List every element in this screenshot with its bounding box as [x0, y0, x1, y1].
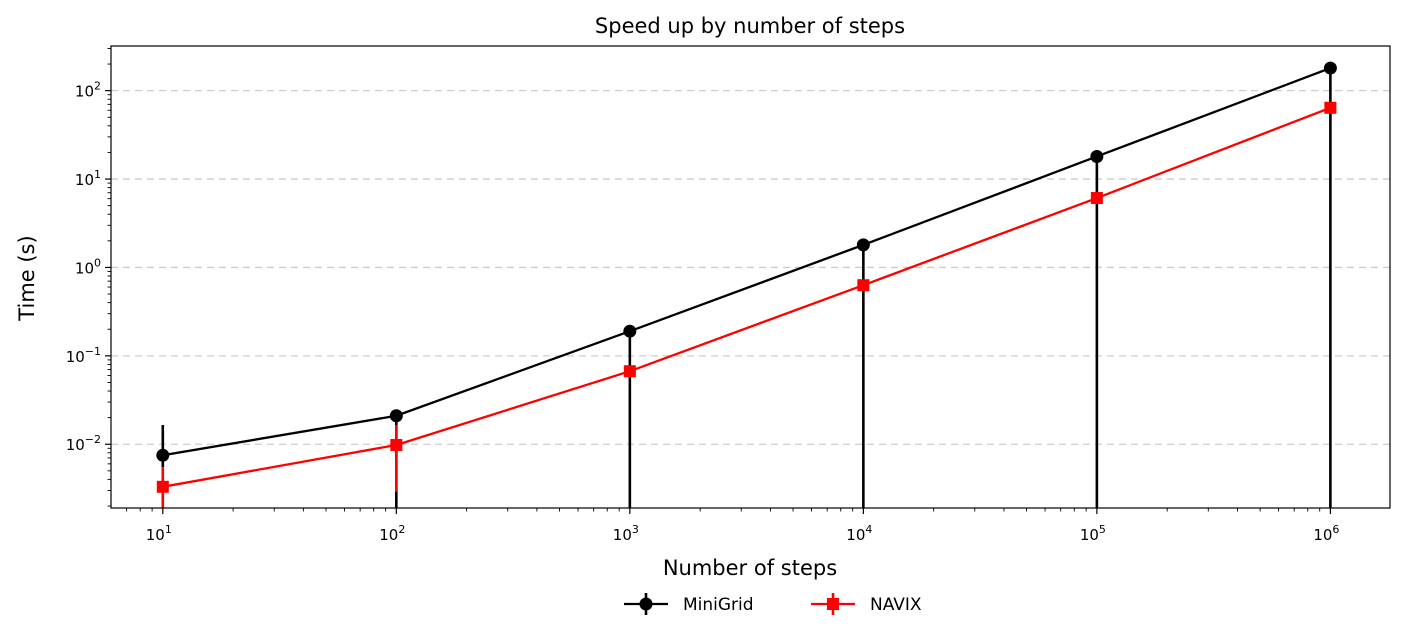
legend-marker [639, 597, 653, 611]
series-line [162, 106, 1331, 488]
x-tick-label: 103 [613, 523, 639, 544]
data-point [1323, 61, 1337, 75]
series-layer [156, 61, 1337, 508]
plot-frame [110, 45, 1391, 509]
series-navix [156, 101, 1337, 508]
data-point [1090, 192, 1103, 205]
y-tick-label: 102 [75, 80, 101, 101]
data-point [623, 365, 636, 378]
y-axis-title: Time (s) [15, 235, 39, 321]
legend-item: MiniGrid [624, 593, 754, 615]
x-tick-label: 106 [1313, 523, 1339, 544]
x-tick-label: 102 [379, 523, 405, 544]
x-tick-label: 101 [146, 523, 172, 544]
data-point [390, 439, 403, 452]
x-tick-label: 104 [846, 523, 872, 544]
y-tick-label: 10−1 [66, 345, 101, 366]
y-tick-label: 10−2 [66, 433, 101, 454]
data-point [156, 480, 169, 493]
data-point [623, 324, 637, 338]
series-minigrid [156, 61, 1337, 508]
data-point [1324, 101, 1337, 114]
data-point [1090, 149, 1104, 163]
legend-label: MiniGrid [683, 595, 754, 615]
data-point [856, 238, 870, 252]
major-ticks: 10−2 10−1 100 101 102 101 102 103 104 105 106 [66, 80, 1340, 544]
legend-marker [827, 598, 839, 610]
x-axis-title: Number of steps [663, 556, 837, 580]
legend: MiniGrid NAVIX [624, 593, 922, 615]
minor-ticks [107, 48, 1321, 512]
data-point [857, 279, 870, 292]
data-point [156, 448, 170, 462]
series-line [162, 67, 1331, 457]
x-tick-label: 105 [1080, 523, 1106, 544]
data-point [389, 409, 403, 423]
y-tick-label: 101 [75, 168, 101, 189]
y-tick-label: 100 [75, 256, 101, 277]
legend-label: NAVIX [870, 595, 922, 615]
legend-item: NAVIX [811, 593, 922, 615]
chart-title: Speed up by number of steps [595, 14, 905, 38]
grid [111, 90, 1390, 445]
